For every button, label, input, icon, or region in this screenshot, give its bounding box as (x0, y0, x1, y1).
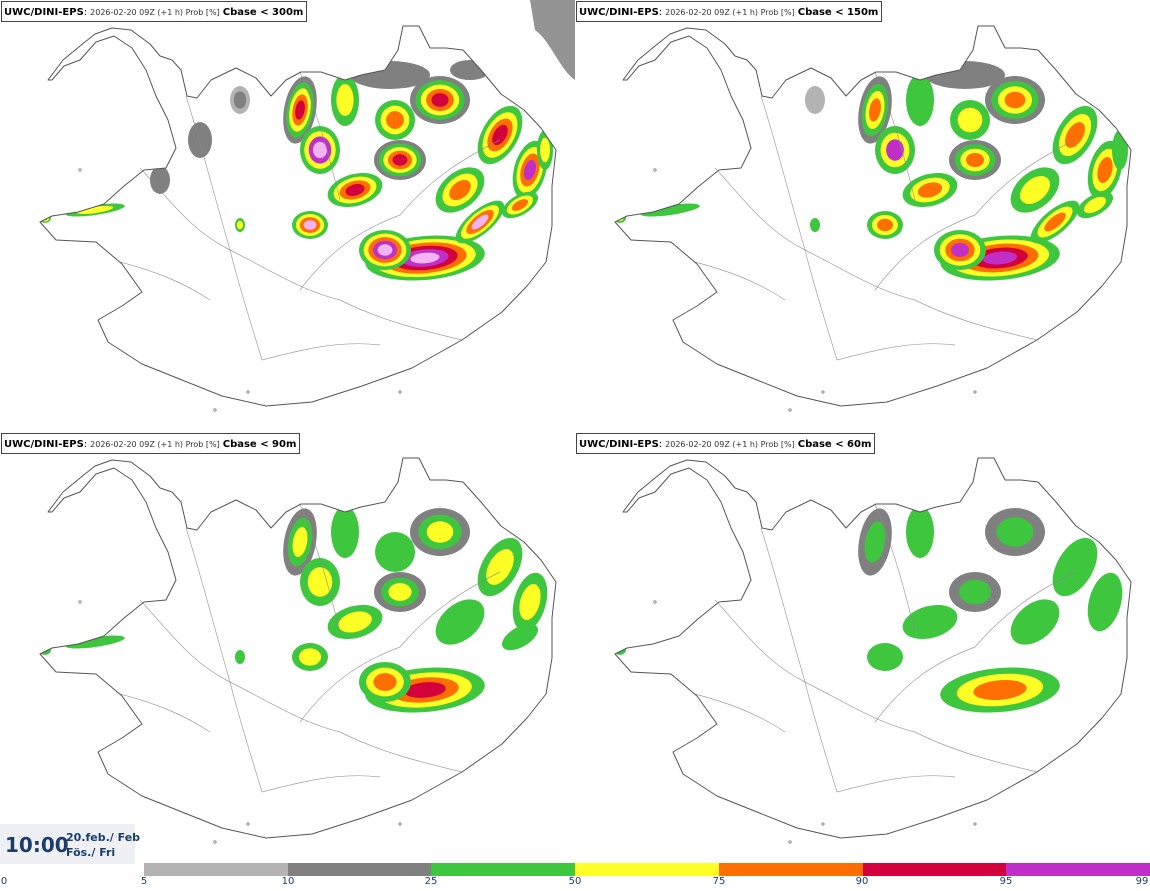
run-info: 2026-02-20 09Z (+1 h) Prob [%] (90, 8, 220, 17)
colorbar-segment-90-95 (862, 863, 1007, 876)
iceland-probability-map (614, 25, 1132, 412)
parameter-label: Cbase < 300m (222, 7, 304, 18)
model-name: UWC/DINI-EPS (4, 439, 84, 450)
model-name: UWC/DINI-EPS (4, 7, 84, 18)
panel-header: UWC/DINI-EPS: 2026-02-20 09Z (+1 h) Prob … (576, 1, 883, 22)
parameter-label: Cbase < 150m (797, 7, 879, 18)
map-panel-cbase-300: UWC/DINI-EPS: 2026-02-20 09Z (+1 h) Prob … (0, 0, 575, 430)
colorbar-label-50: 50 (568, 876, 582, 887)
model-name: UWC/DINI-EPS (579, 7, 659, 18)
colorbar-label-5: 5 (140, 876, 148, 887)
run-info: 2026-02-20 09Z (+1 h) Prob [%] (90, 440, 220, 449)
valid-time: 10:00 (5, 833, 69, 857)
panel-header: UWC/DINI-EPS: 2026-02-20 09Z (+1 h) Prob … (1, 1, 308, 22)
colorbar-label-0: 0 (0, 876, 8, 887)
parameter-label: Cbase < 90m (222, 439, 297, 450)
valid-date: 20.feb./ Feb (66, 831, 141, 844)
map-panel-cbase-90: UWC/DINI-EPS: 2026-02-20 09Z (+1 h) Prob … (0, 432, 575, 862)
colorbar-segment-50-75 (575, 863, 720, 876)
colorbar-label-25: 25 (424, 876, 438, 887)
iceland-probability-map (39, 457, 557, 844)
run-info: 2026-02-20 09Z (+1 h) Prob [%] (665, 440, 795, 449)
colorbar-segment-10-25 (287, 863, 432, 876)
colorbar-label-75: 75 (712, 876, 726, 887)
valid-weekday: Fös./ Fri (66, 846, 116, 859)
probability-colorbar (144, 863, 1150, 876)
parameter-label: Cbase < 60m (797, 439, 872, 450)
valid-time-box: 10:00 20.feb./ Feb Fös./ Fri (0, 824, 140, 864)
colorbar-label-99: 99 (1135, 876, 1149, 887)
map-panel-cbase-60: UWC/DINI-EPS: 2026-02-20 09Z (+1 h) Prob … (575, 432, 1150, 862)
iceland-probability-map (39, 0, 575, 412)
colorbar-label-95: 95 (999, 876, 1013, 887)
colorbar-segment-75-90 (718, 863, 864, 876)
colorbar-segment-5-10 (144, 863, 289, 876)
colorbar-segment-95-99 (1006, 863, 1150, 876)
panel-header: UWC/DINI-EPS: 2026-02-20 09Z (+1 h) Prob … (1, 433, 301, 454)
panel-header: UWC/DINI-EPS: 2026-02-20 09Z (+1 h) Prob … (576, 433, 876, 454)
colorbar-label-10: 10 (281, 876, 295, 887)
colorbar-segment-25-50 (431, 863, 576, 876)
iceland-probability-map (614, 457, 1132, 844)
colorbar-label-90: 90 (855, 876, 869, 887)
map-panel-cbase-150: UWC/DINI-EPS: 2026-02-20 09Z (+1 h) Prob … (575, 0, 1150, 430)
model-name: UWC/DINI-EPS (579, 439, 659, 450)
run-info: 2026-02-20 09Z (+1 h) Prob [%] (665, 8, 795, 17)
